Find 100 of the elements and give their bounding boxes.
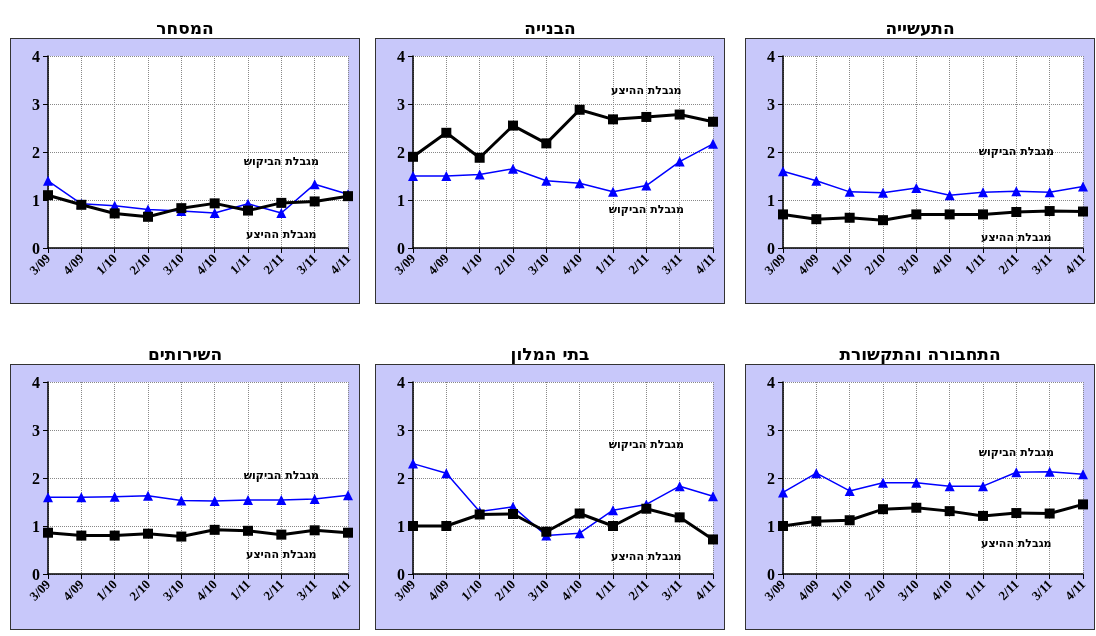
y-tick-label: 4 <box>397 373 405 391</box>
x-tick-label: 1/10 <box>458 250 485 278</box>
x-tick-label: 2/11 <box>995 576 1022 604</box>
x-tick-label: 4/10 <box>928 250 955 278</box>
x-tick-label: 4/09 <box>59 250 87 278</box>
x-tick-label: 4/10 <box>928 576 955 604</box>
x-tick-label: 2/10 <box>861 250 889 278</box>
series-label: מגבלת ההיצע <box>246 227 317 241</box>
x-tick-label: 1/10 <box>828 576 855 604</box>
x-tick-label: 3/11 <box>1028 250 1055 278</box>
x-tick-label: 1/11 <box>961 576 989 604</box>
x-tick-label: 1/10 <box>93 576 120 604</box>
chart-title: התעשייה <box>885 17 955 38</box>
series-label: מגבלת ההיצע <box>981 231 1052 245</box>
y-tick-label: 0 <box>767 565 775 583</box>
x-tick-label: 1/11 <box>226 576 254 604</box>
x-tick-label: 4/11 <box>1061 250 1089 278</box>
chart-title: הבנייה <box>524 17 576 38</box>
y-tick-label: 3 <box>32 421 40 439</box>
x-tick-label: 2/10 <box>491 250 519 278</box>
y-tick-label: 1 <box>767 191 775 209</box>
y-tick-label: 1 <box>32 191 40 209</box>
y-tick-label: 1 <box>397 517 405 535</box>
chart-title: בתי המלון <box>510 343 590 364</box>
series-label: מגבלת הביקוש <box>243 469 319 483</box>
text: מגבלת הביקוש <box>608 437 684 451</box>
x-tick-label: 2/11 <box>995 250 1022 278</box>
y-tick-label: 0 <box>32 565 40 583</box>
x-tick-label: 4/09 <box>794 250 822 278</box>
y-tick-label: 3 <box>767 95 775 113</box>
y-tick-label: 4 <box>32 47 40 65</box>
series-label: מגבלת הביקוש <box>608 202 684 216</box>
series-label: מגבלת ההיצע <box>981 537 1052 550</box>
x-tick-label: 3/10 <box>159 576 187 604</box>
x-tick-label: 4/11 <box>691 576 719 604</box>
text: מגבלת הביקוש <box>978 145 1054 159</box>
chart-title: המסחר <box>156 17 214 38</box>
x-tick-label: 2/11 <box>260 576 287 604</box>
x-tick-label: 4/09 <box>424 250 452 278</box>
y-tick-label: 2 <box>32 469 40 487</box>
y-tick-label: 2 <box>767 469 775 487</box>
x-tick-label: 3/10 <box>894 576 922 604</box>
series-label: מגבלת הביקוש <box>243 154 319 168</box>
x-tick-label: 4/09 <box>794 576 822 604</box>
x-tick-label: 1/11 <box>961 250 989 278</box>
x-tick-label: 3/10 <box>894 250 922 278</box>
y-tick-label: 3 <box>767 421 775 439</box>
x-tick-label: 1/10 <box>458 576 485 604</box>
x-tick-label: 4/10 <box>193 250 220 278</box>
series-label: מגבלת הביקוש <box>978 445 1054 459</box>
series-label: מגבלת ההיצע <box>246 547 317 561</box>
chart-title: התחבורה והתקשורת <box>839 343 1001 364</box>
x-tick-label: 2/11 <box>625 576 652 604</box>
y-tick-label: 1 <box>32 517 40 535</box>
x-tick-label: 2/10 <box>861 576 889 604</box>
y-tick-label: 4 <box>767 47 775 65</box>
x-tick-label: 4/11 <box>1061 576 1089 604</box>
y-tick-label: 2 <box>32 143 40 161</box>
y-tick-label: 0 <box>397 239 405 257</box>
x-tick-label: 1/11 <box>226 250 254 278</box>
x-tick-label: 3/10 <box>524 250 552 278</box>
y-tick-label: 4 <box>32 373 40 391</box>
y-tick-label: 1 <box>397 191 405 209</box>
x-tick-label: 1/11 <box>591 576 619 604</box>
y-tick-label: 2 <box>397 143 405 161</box>
x-tick-label: 4/11 <box>691 250 719 278</box>
y-tick-label: 0 <box>397 565 405 583</box>
x-tick-label: 2/11 <box>260 250 287 278</box>
x-tick-label: 2/10 <box>126 576 154 604</box>
x-tick-label: 3/11 <box>293 250 320 278</box>
x-tick-label: 1/10 <box>828 250 855 278</box>
y-tick-label: 0 <box>32 239 40 257</box>
y-tick-label: 3 <box>397 95 405 113</box>
y-tick-label: 2 <box>397 469 405 487</box>
x-tick-label: 3/11 <box>658 576 685 604</box>
y-tick-label: 1 <box>767 517 775 535</box>
x-tick-label: 1/10 <box>93 250 120 278</box>
y-tick-label: 3 <box>397 421 405 439</box>
y-tick-label: 3 <box>32 95 40 113</box>
x-tick-label: 3/11 <box>293 576 320 604</box>
x-tick-label: 4/11 <box>326 250 354 278</box>
x-tick-label: 4/09 <box>59 576 87 604</box>
x-tick-label: 3/10 <box>524 576 552 604</box>
x-tick-label: 2/10 <box>126 250 154 278</box>
series-label: מגבלת ההיצע <box>611 550 682 564</box>
x-tick-label: 4/09 <box>424 576 452 604</box>
y-tick-label: 4 <box>767 373 775 391</box>
x-tick-label: 3/11 <box>658 250 685 278</box>
x-tick-label: 4/10 <box>558 250 585 278</box>
y-tick-label: 4 <box>397 47 405 65</box>
chart-title: השירותים <box>147 343 223 364</box>
series-label: מגבלת ההיצע <box>611 83 682 97</box>
x-tick-label: 2/11 <box>625 250 652 278</box>
x-tick-label: 1/11 <box>591 250 619 278</box>
x-tick-label: 3/11 <box>1028 576 1055 604</box>
x-tick-label: 4/10 <box>558 576 585 604</box>
y-tick-label: 0 <box>767 239 775 257</box>
y-tick-label: 2 <box>767 143 775 161</box>
x-tick-label: 2/10 <box>491 576 519 604</box>
x-tick-label: 4/10 <box>193 576 220 604</box>
